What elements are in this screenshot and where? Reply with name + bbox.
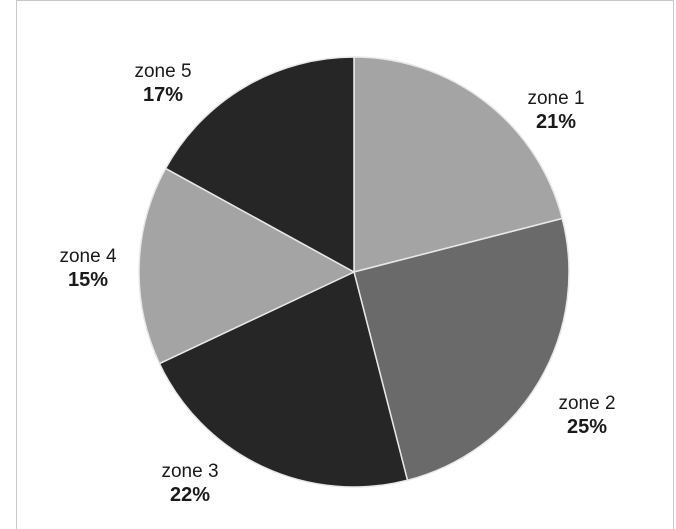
slice-label-zone-3: zone 3 bbox=[161, 461, 218, 482]
slice-value-zone-3: 22% bbox=[170, 484, 210, 506]
pie-slice-zone-4 bbox=[138, 167, 355, 365]
pie-slice-zone-2 bbox=[353, 217, 570, 481]
slice-value-zone-5: 17% bbox=[143, 84, 183, 106]
slice-label-zone-5: zone 5 bbox=[134, 61, 191, 82]
slice-label-zone-4: zone 4 bbox=[59, 246, 116, 267]
slice-value-zone-4: 15% bbox=[68, 269, 108, 291]
pie-slice-zone-3 bbox=[158, 271, 409, 488]
pie-slices bbox=[138, 56, 570, 488]
slice-value-zone-1: 21% bbox=[536, 111, 576, 133]
slice-label-zone-1: zone 1 bbox=[527, 88, 584, 109]
slice-label-zone-2: zone 2 bbox=[558, 393, 615, 414]
slice-value-zone-2: 25% bbox=[567, 416, 607, 438]
pie-slice-zone-1 bbox=[353, 56, 563, 273]
pie-slice-zone-5 bbox=[164, 56, 355, 273]
pie-labels: zone 121% zone 225% zone 322% zone 415% zone… bbox=[59, 61, 615, 506]
